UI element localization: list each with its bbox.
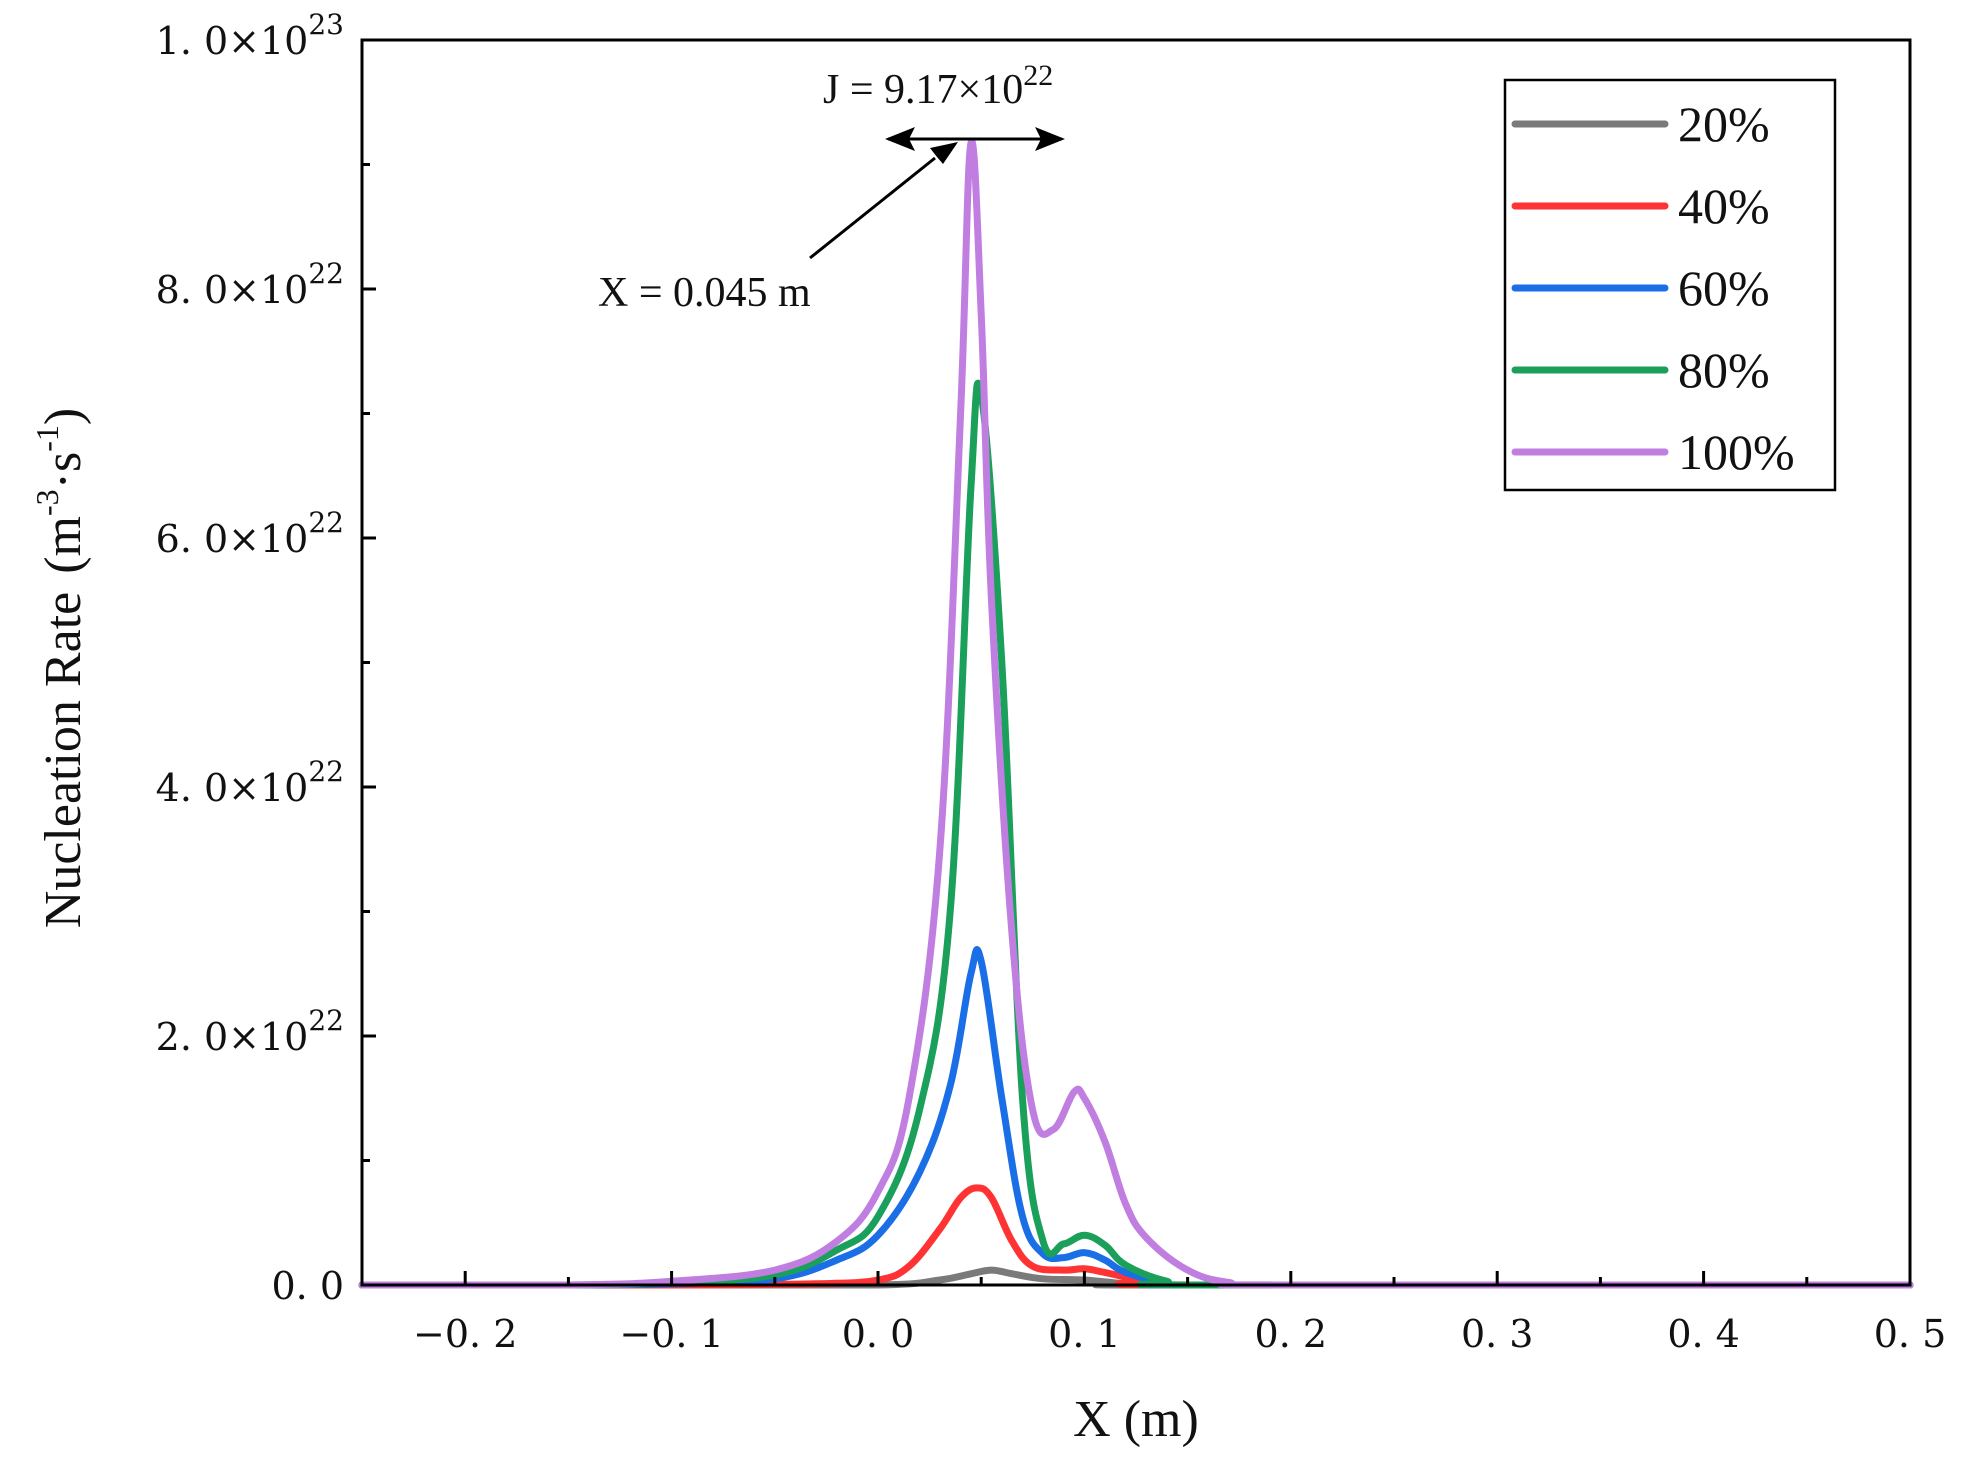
legend-items: 20% 40% 60% 80% 100% (1511, 96, 1795, 480)
x-tick-label: 0. 2 (1255, 1312, 1328, 1356)
x-tick-label: 0. 5 (1874, 1312, 1947, 1356)
peak-x-arrowhead (930, 142, 958, 164)
labels-layer: −0. 2 −0. 1 0. 0 0. 1 0. 2 0. 3 0. 4 0. 5 0. 0 2.… (156, 8, 1947, 1356)
y-tick-label: 2. 0×1022 (156, 1004, 344, 1059)
series-line-80pct (358, 379, 1914, 1289)
y-tick-label: 4. 0×1022 (156, 755, 344, 810)
y-axis-title: Nucleation Rate (m-3·s-1) (29, 408, 92, 928)
y-tick-label: 0. 0 (271, 1264, 344, 1308)
y-tick-label: 8. 0×1022 (156, 257, 344, 312)
y-axis-unit-dot: ·s (35, 452, 92, 490)
peak-j-label: J = 9.17×1022 (823, 59, 1053, 113)
annotation-layer: J = 9.17×1022 X = 0.045 m (598, 59, 1065, 316)
y-axis-unit-exp2: -1 (29, 425, 65, 452)
x-axis-title: X (m) (1073, 1391, 1199, 1448)
y-tick-label: 6. 0×1022 (156, 506, 344, 561)
y-axis-unit-open: (m (35, 516, 92, 574)
legend-label: 40% (1678, 178, 1770, 234)
ticks-layer (360, 38, 1912, 1287)
y-axis-unit-exp1: -3 (29, 489, 65, 516)
series-line-60pct (358, 945, 1914, 1289)
y-axis-title-main: Nucleation Rate (35, 592, 92, 928)
x-tick-label: 0. 0 (842, 1312, 915, 1356)
peak-x-label: X = 0.045 m (598, 270, 811, 316)
x-tick-label: 0. 4 (1667, 1312, 1740, 1356)
legend-label: 100% (1678, 424, 1795, 480)
x-tick-label: −0. 2 (413, 1312, 517, 1356)
peak-j-arrowhead-right (1035, 127, 1065, 151)
peak-x-arrow-line (809, 156, 936, 260)
x-tick-label: 0. 3 (1461, 1312, 1534, 1356)
y-tick-label: 1. 0×1023 (156, 8, 344, 63)
legend: 20% 40% 60% 80% 100% (1503, 78, 1837, 492)
legend-label: 20% (1678, 96, 1770, 152)
legend-label: 80% (1678, 342, 1770, 398)
series-line-100pct (358, 137, 1914, 1289)
x-tick-label: −0. 1 (619, 1312, 723, 1356)
peak-j-arrowhead-left (885, 127, 915, 151)
y-axis-unit-close: ) (35, 408, 92, 425)
legend-label: 60% (1678, 260, 1770, 316)
x-tick-label: 0. 1 (1048, 1312, 1121, 1356)
